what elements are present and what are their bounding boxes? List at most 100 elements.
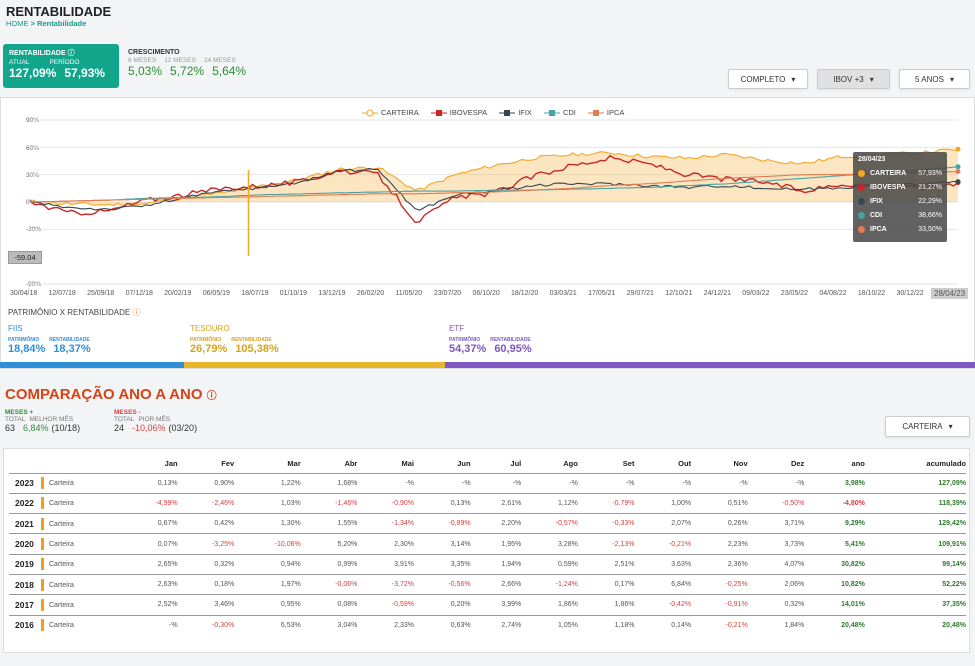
table-row[interactable]: 2017 Carteira 2,52% 3,46% 0,95% 0,08% -0,59% 0,… <box>9 594 966 616</box>
accumulated-cell: 52,22% <box>864 573 966 595</box>
color-bar-icon <box>41 619 44 632</box>
accumulated-cell: 127,09% <box>864 472 966 494</box>
info-icon[interactable]: ⓘ <box>67 50 75 57</box>
color-bar-icon <box>41 497 44 510</box>
table-row[interactable]: 2022 Carteira -4,99% -2,46% 1,03% -1,46% -0,90… <box>9 492 966 514</box>
table-row[interactable]: 2016 Carteira -% -0,30% 6,53% 3,04% 2,33% 0,63%… <box>9 614 966 636</box>
breadcrumb-home[interactable]: HOME <box>6 19 29 28</box>
category-tesouro[interactable]: TESOURO PATRIMÔNIO RENTABILIDADE 26,79% 10… <box>190 324 279 355</box>
month-value-cell: -0,30% <box>177 614 235 636</box>
tooltip-series-name: IBOVESPA <box>870 183 906 191</box>
month-value-cell: 2,36% <box>691 553 748 575</box>
meses-negativos-label: MESES - <box>114 409 141 416</box>
portfolio-name-cell: Carteira <box>41 492 121 514</box>
category-fiis[interactable]: FIIS PATRIMÔNIO RENTABILIDADE 18,84% 18,37… <box>8 324 91 355</box>
legend-item-cdi[interactable]: CDI <box>543 108 576 117</box>
x-tick-label: 12/10/21 <box>665 290 693 297</box>
info-icon[interactable]: ⓘ <box>132 308 141 317</box>
month-value-cell: -% <box>521 472 578 494</box>
legend-item-carteira[interactable]: CARTEIRA <box>362 108 419 117</box>
column-header: Mai <box>401 459 414 469</box>
month-value-cell: -4,99% <box>121 492 178 514</box>
x-tick-label: 18/10/22 <box>857 290 886 297</box>
legend-item-ibovespa[interactable]: IBOVESPA <box>430 108 487 117</box>
month-value-cell: 1,97% <box>234 573 301 595</box>
month-value-cell: -0,56% <box>413 573 471 595</box>
month-value-cell: -0,59% <box>357 594 414 616</box>
month-value-cell: 2,07% <box>634 513 692 534</box>
x-tick-label: 26/02/20 <box>356 290 385 297</box>
total-label: TOTAL <box>114 416 135 423</box>
year-cell: 2019 <box>9 553 41 575</box>
month-value-cell: 3,35% <box>413 553 471 575</box>
month-value-cell: -% <box>577 472 635 494</box>
month-value-cell: -10,06% <box>234 533 301 555</box>
x-tick-label: 06/10/20 <box>472 290 500 297</box>
color-bar-icon <box>41 578 44 591</box>
month-value-cell: -0,42% <box>634 594 692 616</box>
month-value-cell: 3,04% <box>300 614 358 636</box>
x-tick-label: 01/10/19 <box>279 290 308 297</box>
table-row[interactable]: 2019 Carteira 2,65% 0,32% 0,94% 0,99% 3,91% 3,3… <box>9 553 966 575</box>
month-value-cell: -1,34% <box>357 513 414 534</box>
month-value-cell: 0,13% <box>413 492 471 514</box>
month-value-cell: -% <box>470 472 522 494</box>
meses-positivos-label: MESES + <box>5 409 34 416</box>
legend-item-ipca[interactable]: IPCA <box>587 108 624 117</box>
y-tick-label: 60% <box>26 145 40 152</box>
benchmark-dropdown[interactable]: IBOV +3 ▾ <box>817 69 890 89</box>
month-value-cell: 2,51% <box>577 553 635 575</box>
pior-mes-value: -10,06% <box>132 423 166 433</box>
performance-line-chart[interactable] <box>0 97 975 297</box>
month-value-cell: -% <box>634 472 692 494</box>
patrimonio-label: PATRIMÔNIO <box>449 337 481 343</box>
year-cell: 2023 <box>9 472 41 494</box>
total-label: TOTAL <box>5 416 26 423</box>
tooltip-row: CARTEIRA 57,93% <box>858 166 942 180</box>
month-value-cell: 1,95% <box>470 533 522 555</box>
table-row[interactable]: 2021 Carteira 0,67% 0,42% 1,30% 1,55% -1,34% -0… <box>9 513 966 534</box>
accumulated-cell: 109,91% <box>864 533 966 555</box>
column-header: Dez <box>790 459 805 469</box>
table-row[interactable]: 2020 Carteira 0,07% -3,25% -10,06% 5,20% 2,30%… <box>9 533 966 555</box>
month-value-cell: 0,95% <box>234 594 301 616</box>
series-line-ipca[interactable] <box>30 170 959 203</box>
x-tick-label: 28/04/23 <box>931 288 969 299</box>
month-value-cell: 3,46% <box>177 594 235 616</box>
negative-total: 24 <box>114 423 125 433</box>
month-value-cell: -1,46% <box>300 492 358 514</box>
info-icon[interactable]: ⓘ <box>206 391 217 402</box>
comparacao-dropdown[interactable]: CARTEIRA ▾ <box>885 416 970 437</box>
accumulated-cell: 99,14% <box>864 553 966 575</box>
portfolio-name: Carteira <box>49 540 74 548</box>
color-bar-icon <box>41 477 44 490</box>
year-cell: 2017 <box>9 594 41 616</box>
x-tick-label: 29/07/21 <box>626 290 654 297</box>
column-header: Set <box>622 459 635 469</box>
column-header: Nov <box>733 459 748 469</box>
series-area-carteira <box>30 149 958 206</box>
x-tick-label: 07/12/18 <box>125 290 153 297</box>
tooltip-row: IPCA 33,50% <box>858 222 942 236</box>
column-header: acumulado <box>926 459 966 469</box>
period-dropdown[interactable]: 5 ANOS ▾ <box>899 69 970 89</box>
series-endpoint-carteira <box>955 146 961 152</box>
legend-item-ifix[interactable]: IFIX <box>499 108 532 117</box>
completo-dropdown[interactable]: COMPLETO ▾ <box>728 69 808 89</box>
value-12m: 5,72% <box>170 64 205 78</box>
tooltip-date: 28/04/23 <box>858 156 886 163</box>
month-value-cell: 3,63% <box>634 553 692 575</box>
month-value-cell: -1,24% <box>521 573 578 595</box>
series-line-cdi[interactable] <box>29 166 959 203</box>
month-value-cell: -0,50% <box>747 492 805 514</box>
category-name: TESOURO <box>190 324 230 333</box>
table-row[interactable]: 2023 Carteira 0,13% 0,90% 1,22% 1,68% -% -% -% -%… <box>9 472 966 494</box>
atual-value: 127,09% <box>9 66 57 80</box>
x-tick-label: 13/12/19 <box>318 290 346 297</box>
month-value-cell: -% <box>747 472 805 494</box>
table-row[interactable]: 2018 Carteira 2,63% 0,18% 1,97% -0,06% -3,72% -… <box>9 573 966 595</box>
month-value-cell: 1,30% <box>234 513 301 534</box>
category-name: FIIS <box>8 324 23 333</box>
category-etf[interactable]: ETF PATRIMÔNIO RENTABILIDADE 54,37% 60,95% <box>449 324 532 355</box>
color-bar-icon <box>41 538 44 551</box>
